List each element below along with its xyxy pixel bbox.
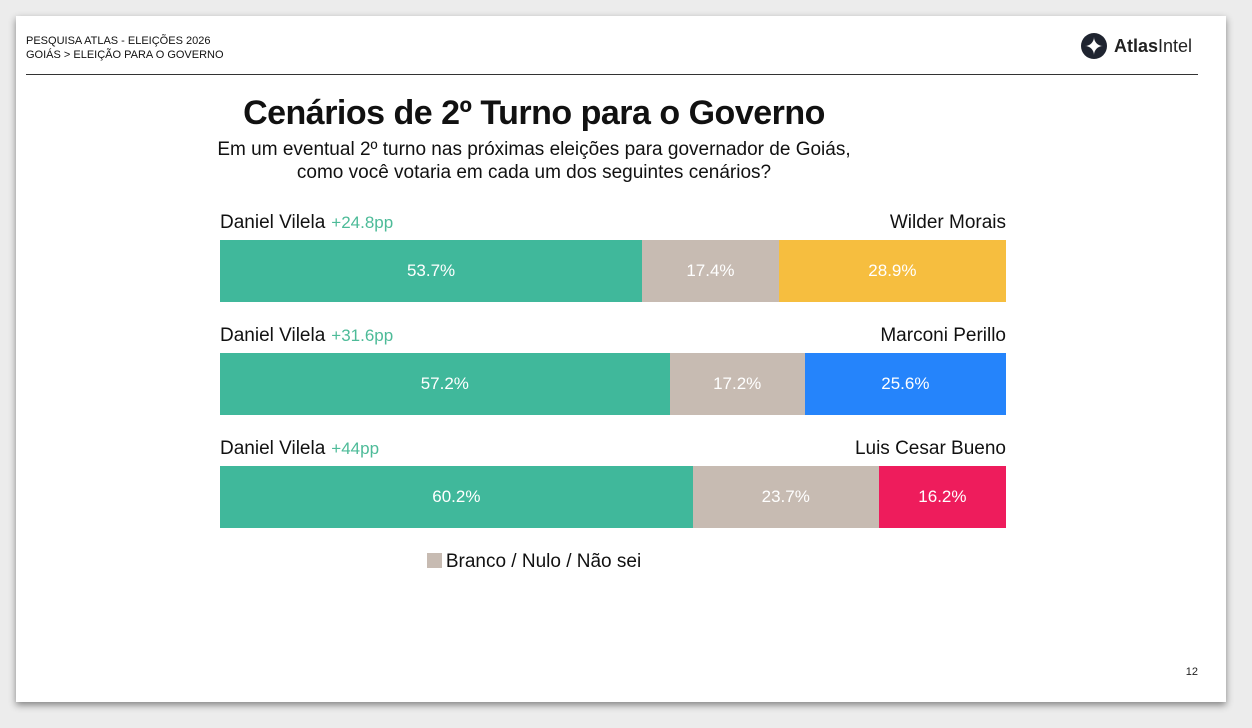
scenario-2: Daniel Vilela +31.6pp Marconi Perillo 57.… xyxy=(220,325,1006,415)
atlasintel-logo: AtlasIntel xyxy=(1080,32,1192,60)
slide: PESQUISA ATLAS - ELEIÇÕES 2026 GOIÁS > E… xyxy=(16,16,1226,702)
scenario-2-undecided-bar: 17.2% xyxy=(669,353,805,415)
header-divider xyxy=(26,74,1198,75)
atlas-logo-icon xyxy=(1080,33,1107,59)
scenario-3-leader-bar: 60.2% xyxy=(220,466,693,528)
scenario-2-leader-value-label: 57.2% xyxy=(420,374,469,393)
scenario-1-right-name: Wilder Morais xyxy=(889,212,1006,233)
breadcrumb-survey: PESQUISA ATLAS - ELEIÇÕES 2026 xyxy=(26,35,211,47)
scenario-2-challenger-bar: 25.6% xyxy=(804,353,1006,415)
chart-subtitle-line1: Em um eventual 2º turno nas próximas ele… xyxy=(217,139,851,160)
scenario-1-challenger-value-label: 28.9% xyxy=(868,261,917,280)
scenario-2-left-name: Daniel Vilela xyxy=(220,325,326,346)
scenario-3: Daniel Vilela +44pp Luis Cesar Bueno 60.2… xyxy=(220,438,1006,528)
legend-swatch-undecided xyxy=(426,553,442,568)
brand-name-light: Intel xyxy=(1157,35,1192,56)
scenario-3-undecided-value-label: 23.7% xyxy=(761,487,810,506)
breadcrumb: PESQUISA ATLAS - ELEIÇÕES 2026 GOIÁS > E… xyxy=(26,34,224,62)
scenario-2-bar: 57.2% 17.2% 25.6% xyxy=(220,353,1006,415)
scenario-2-leader-bar: 57.2% xyxy=(220,353,670,415)
scenario-3-left-label: Daniel Vilela +44pp xyxy=(220,438,379,460)
chart-title: Cenários de 2º Turno para o Governo xyxy=(243,94,825,132)
scenario-3-right-name: Luis Cesar Bueno xyxy=(854,438,1006,459)
scenario-3-undecided-bar: 23.7% xyxy=(692,466,879,528)
brand-name: AtlasIntel xyxy=(1114,36,1192,57)
scenario-1-left-name: Daniel Vilela xyxy=(220,212,326,233)
scenario-3-challenger-value-label: 16.2% xyxy=(918,487,967,506)
scenario-3-bar: 60.2% 23.7% 16.2% xyxy=(220,466,1006,528)
scenario-2-undecided-value-label: 17.2% xyxy=(713,374,762,393)
scenario-1-undecided-bar: 17.4% xyxy=(642,240,779,302)
scenario-2-left-label: Daniel Vilela +31.6pp xyxy=(220,325,393,347)
scenario-1-leader-bar: 53.7% xyxy=(220,240,643,302)
scenario-1-undecided-value-label: 17.4% xyxy=(686,261,735,280)
scenario-1-margin: +24.8pp xyxy=(331,213,394,232)
scenario-3-left-name: Daniel Vilela xyxy=(220,438,326,459)
legend-label-undecided: Branco / Nulo / Não sei xyxy=(445,551,642,572)
scenario-1: Daniel Vilela +24.8pp Wilder Morais 53.7%… xyxy=(220,212,1006,302)
scenario-3-margin: +44pp xyxy=(331,439,380,458)
brand-name-bold: Atlas xyxy=(1113,35,1158,56)
scenario-1-left-label: Daniel Vilela +24.8pp xyxy=(220,212,393,234)
chart-subtitle: Em um eventual 2º turno nas próximas ele… xyxy=(16,138,1052,184)
scenario-3-challenger-bar: 16.2% xyxy=(878,466,1006,528)
breadcrumb-section: GOIÁS > ELEIÇÃO PARA O GOVERNO xyxy=(26,49,224,61)
scenario-2-right-name: Marconi Perillo xyxy=(880,325,1006,346)
scenario-1-challenger-bar: 28.9% xyxy=(778,240,1006,302)
scenario-3-leader-value-label: 60.2% xyxy=(432,487,481,506)
scenario-2-margin: +31.6pp xyxy=(331,326,394,345)
chart-subtitle-line2: como você votaria em cada um dos seguint… xyxy=(296,162,772,183)
page-number: 12 xyxy=(1185,666,1198,678)
scenario-1-leader-value-label: 53.7% xyxy=(406,261,456,280)
scenario-1-bar: 53.7% 17.4% 28.9% xyxy=(220,240,1006,302)
scenario-2-challenger-value-label: 25.6% xyxy=(881,374,930,393)
chart-legend: Branco / Nulo / Não sei xyxy=(16,551,1052,573)
